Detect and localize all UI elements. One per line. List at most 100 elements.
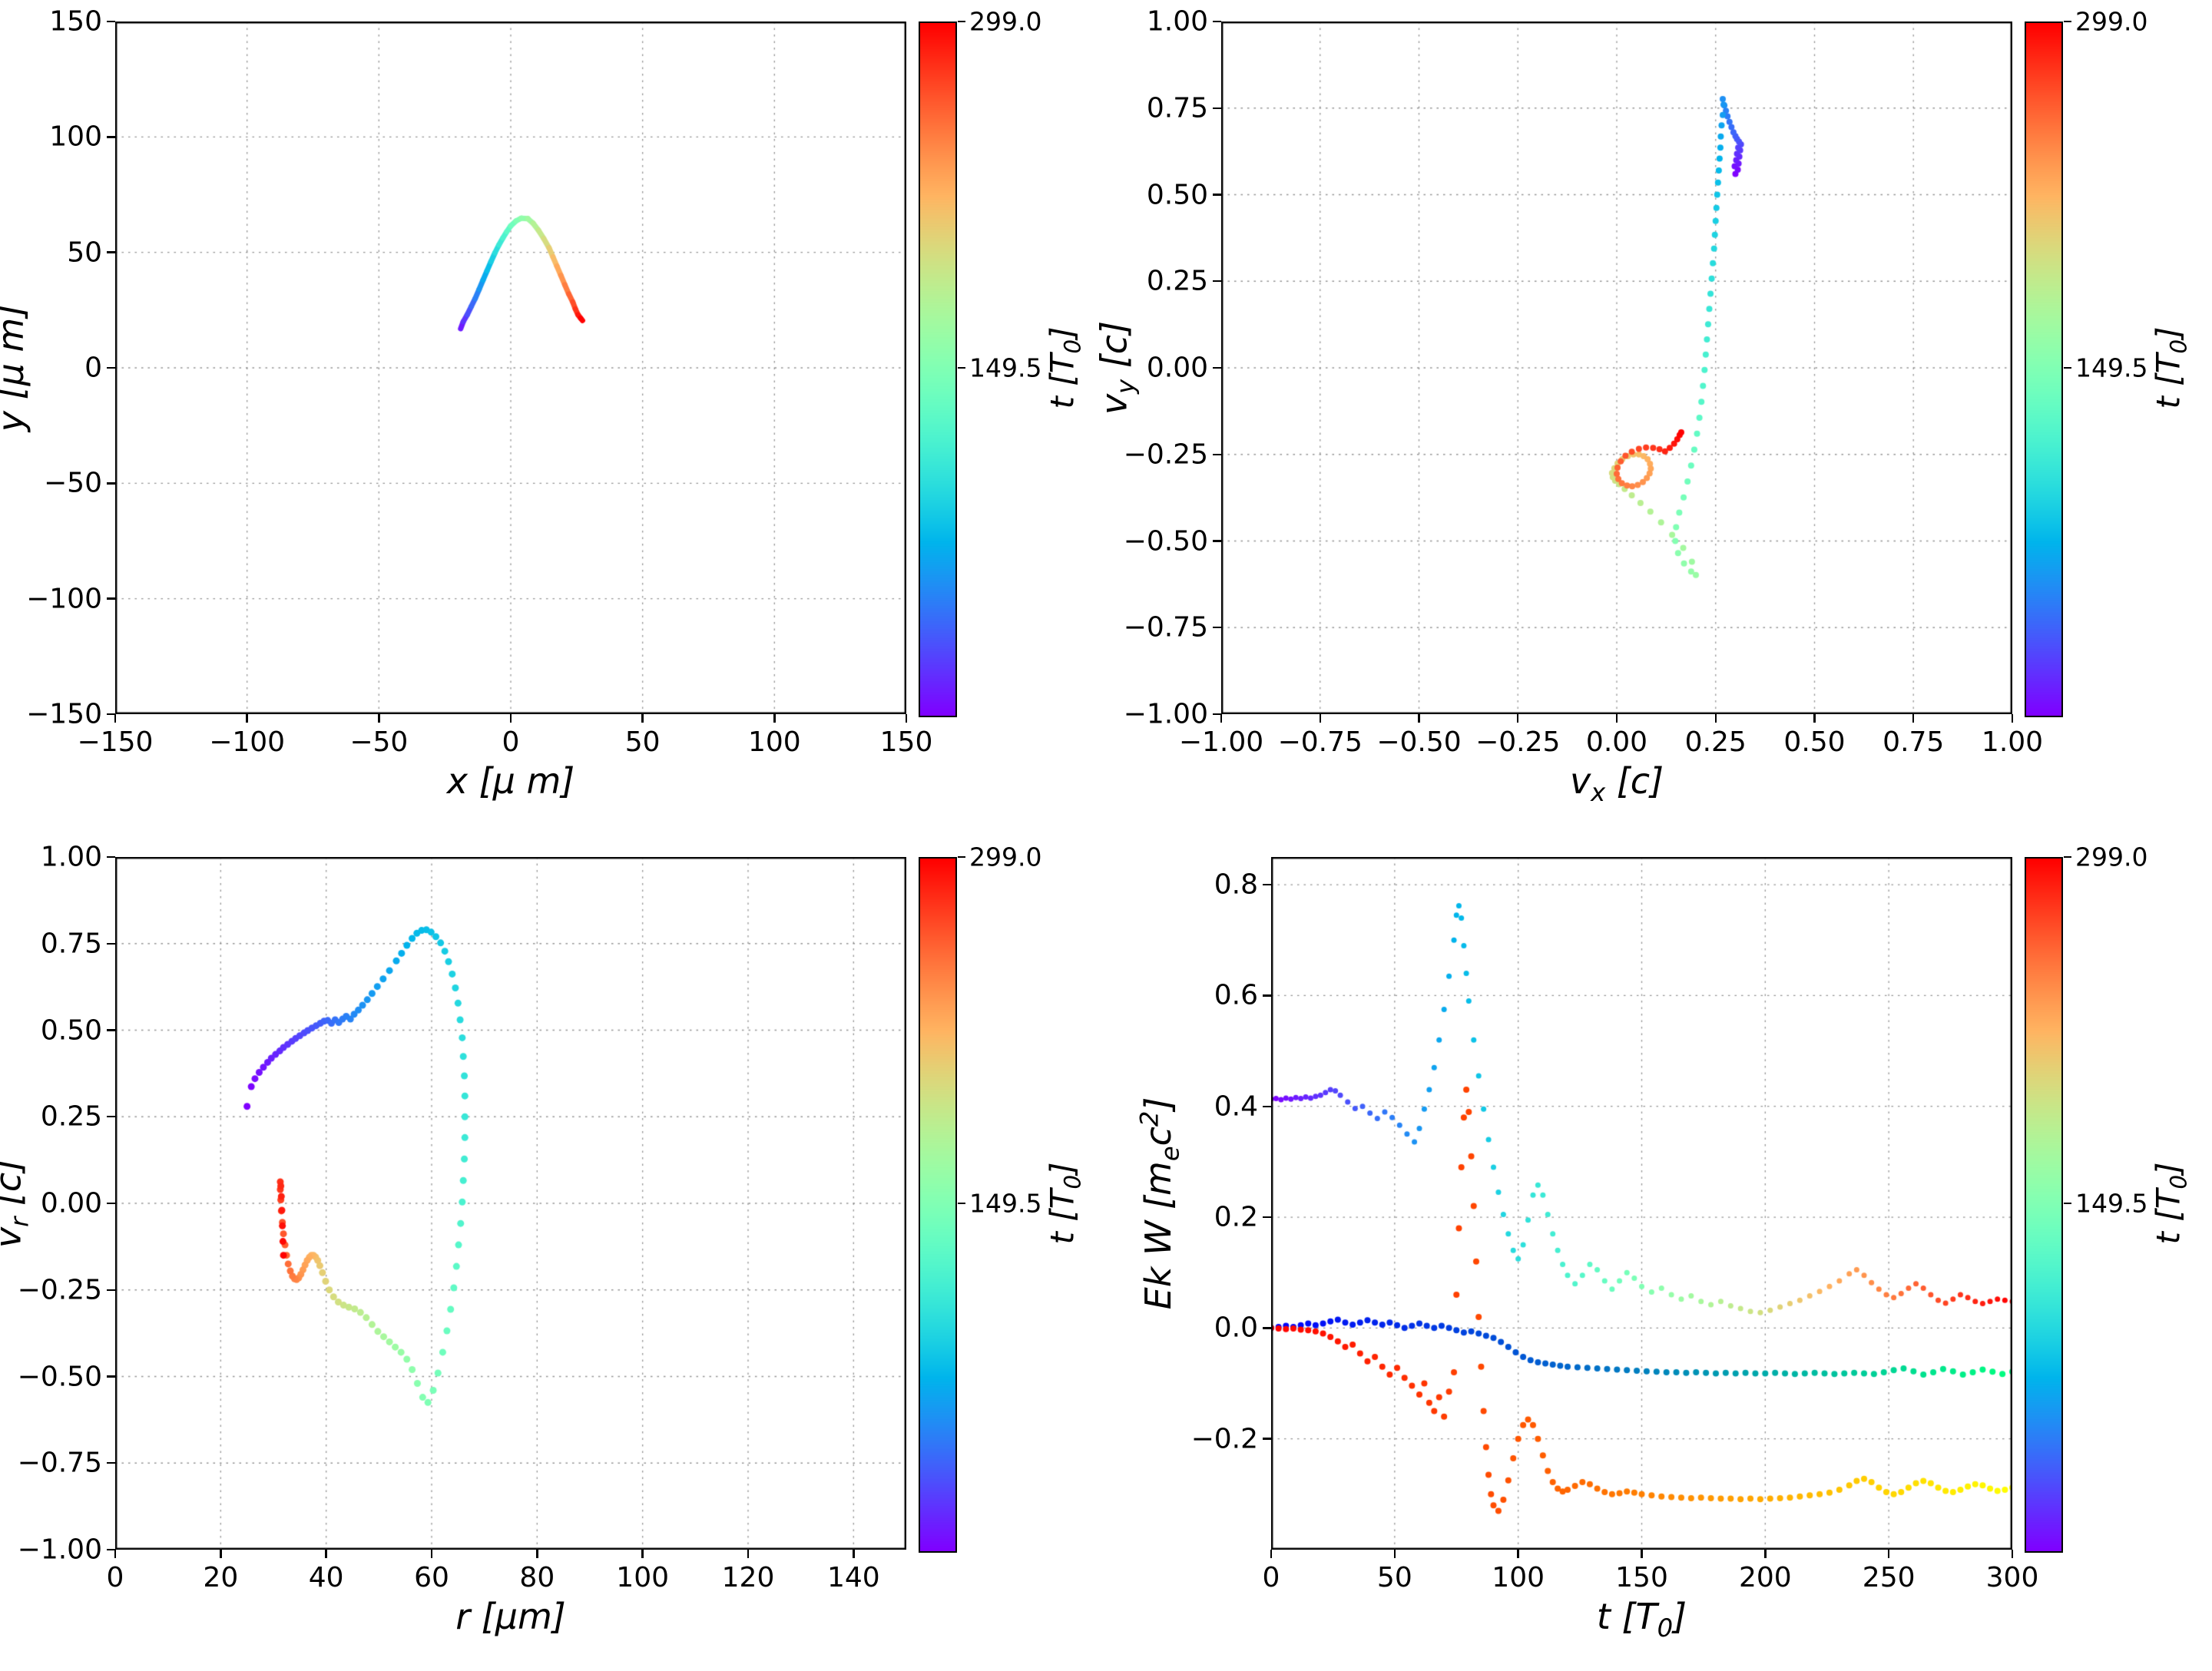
x-tick-label: −150 <box>77 726 154 758</box>
y-tick-mark <box>107 855 115 859</box>
y-tick-mark <box>107 251 115 253</box>
x-tick-label: 0.50 <box>1783 726 1846 758</box>
x-tick-mark <box>378 714 380 723</box>
y-tick-mark <box>107 366 115 369</box>
y-tick-label: −0.50 <box>17 1361 102 1392</box>
x-tick-mark <box>1319 714 1321 723</box>
x-tick-mark <box>1912 714 1915 723</box>
y-tick-label: 0.25 <box>40 1100 102 1133</box>
colorbar <box>2025 22 2063 717</box>
colorbar-tick-mark <box>2064 366 2071 369</box>
y-tick-label: 150 <box>49 5 102 38</box>
y-tick-label: 0 <box>84 352 102 384</box>
colorbar-tick-mark <box>958 1202 965 1205</box>
colorbar-gradient <box>920 23 955 716</box>
y-tick-mark <box>1263 1105 1271 1107</box>
x-tick-mark <box>114 714 117 723</box>
colorbar-tick-mark <box>2064 855 2071 859</box>
x-tick-label: 1.00 <box>1981 726 2044 758</box>
x-tick-label: 200 <box>1738 1562 1792 1593</box>
y-tick-label: −0.75 <box>17 1447 102 1479</box>
y-tick-mark <box>107 1289 115 1291</box>
x-tick-mark <box>1418 714 1420 723</box>
y-tick-label: −1.00 <box>17 1534 102 1566</box>
x-tick-label: 100 <box>616 1562 670 1593</box>
x-tick-mark <box>509 714 512 723</box>
x-tick-label: 0 <box>106 1562 124 1593</box>
subplot-r-vr: vr [c] 0 20 40 60 80 100 120 140 −1.00 −0.75 −0.50… <box>0 836 1106 1671</box>
x-tick-label: 20 <box>203 1562 239 1593</box>
y-tick-label: −0.25 <box>1123 438 1208 471</box>
x-tick-mark <box>1220 714 1223 723</box>
x-tick-mark <box>1615 714 1618 723</box>
colorbar-tick-label: 299.0 <box>2075 842 2148 872</box>
y-tick-label: 1.00 <box>1146 5 1208 38</box>
x-tick-label: 250 <box>1862 1562 1916 1593</box>
y-tick-label: 1.00 <box>40 841 102 873</box>
x-tick-label: 100 <box>747 726 801 758</box>
x-tick-mark <box>220 1550 222 1558</box>
x-tick-mark <box>1714 714 1717 723</box>
y-tick-mark <box>107 1202 115 1205</box>
colorbar-tick-label: 299.0 <box>969 6 1042 37</box>
y-tick-label: 100 <box>49 121 102 153</box>
x-tick-mark <box>1813 714 1816 723</box>
y-tick-label: 0.00 <box>1146 352 1208 384</box>
x-tick-label: −0.25 <box>1475 726 1561 758</box>
y-tick-label: 0.4 <box>1214 1090 1258 1123</box>
y-tick-label: 0.6 <box>1214 979 1258 1011</box>
x-tick-label: 0.75 <box>1883 726 1945 758</box>
y-tick-label: −0.25 <box>17 1274 102 1306</box>
x-tick-label: 300 <box>1985 1562 2039 1593</box>
subplot-position-xy: y [μ m] −150 −100 −50 0 50 100 150 −150 −100 −50 0… <box>0 0 1106 836</box>
y-tick-label: 0.75 <box>40 928 102 960</box>
plot-canvas <box>115 857 906 1550</box>
y-tick-mark <box>107 597 115 600</box>
y-tick-label: 0.50 <box>1146 179 1208 210</box>
y-tick-mark <box>1213 280 1221 283</box>
x-tick-mark <box>246 714 248 723</box>
x-tick-label: 60 <box>414 1562 449 1593</box>
x-tick-mark <box>773 714 776 723</box>
colorbar <box>919 857 957 1553</box>
x-tick-label: 50 <box>624 726 661 758</box>
x-tick-mark <box>2011 714 2014 723</box>
y-tick-label: 50 <box>67 237 102 269</box>
x-tick-label: 150 <box>1615 1562 1668 1593</box>
x-tick-label: 50 <box>1376 1562 1412 1593</box>
x-tick-mark <box>641 1550 644 1558</box>
x-tick-label: 40 <box>308 1562 344 1593</box>
y-tick-mark <box>107 136 115 138</box>
colorbar-gradient <box>2026 23 2061 716</box>
x-tick-mark <box>114 1550 117 1558</box>
x-axis-label: x [μ m] <box>446 760 575 802</box>
colorbar-label: t [T0] <box>1043 1162 1086 1245</box>
x-tick-mark <box>1764 1550 1767 1558</box>
y-tick-mark <box>1213 713 1221 716</box>
plot-area: −1.00 −0.75 −0.50 −0.25 0.00 0.25 0.50 0.75 1.00… <box>1124 6 2043 759</box>
x-tick-label: −50 <box>349 726 409 758</box>
x-tick-mark <box>905 714 908 723</box>
colorbar-tick-mark <box>2064 1202 2071 1205</box>
y-axis-label: y [μ m] <box>0 303 31 432</box>
y-tick-label: 0.50 <box>40 1014 102 1046</box>
colorbar <box>2025 857 2063 1553</box>
x-axis-label: t [T0] <box>1596 1596 1687 1643</box>
plot-canvas <box>115 22 906 714</box>
y-tick-mark <box>107 1548 115 1551</box>
y-tick-mark <box>1263 994 1271 997</box>
x-tick-mark <box>1517 1550 1519 1558</box>
subplot-energy-work-time: Ek W [mec2] 0 50 100 150 200 250 300 −0.2 0.0 0.2… <box>1106 836 2212 1671</box>
y-tick-label: 0.25 <box>1146 265 1208 297</box>
y-tick-mark <box>1213 194 1221 196</box>
x-tick-label: 0 <box>1262 1562 1280 1593</box>
x-tick-mark <box>2011 1550 2014 1558</box>
y-tick-mark <box>1263 883 1271 886</box>
colorbar-label: t [T0] <box>2149 1162 2192 1245</box>
y-tick-mark <box>1213 107 1221 109</box>
plot-area: 0 20 40 60 80 100 120 140 −1.00 −0.75 −0.50 −0.25 0.… <box>18 842 906 1593</box>
y-tick-label: 0.2 <box>1214 1201 1258 1233</box>
y-tick-mark <box>1213 540 1221 542</box>
x-tick-label: 100 <box>1492 1562 1545 1593</box>
x-tick-label: 0 <box>502 726 520 758</box>
